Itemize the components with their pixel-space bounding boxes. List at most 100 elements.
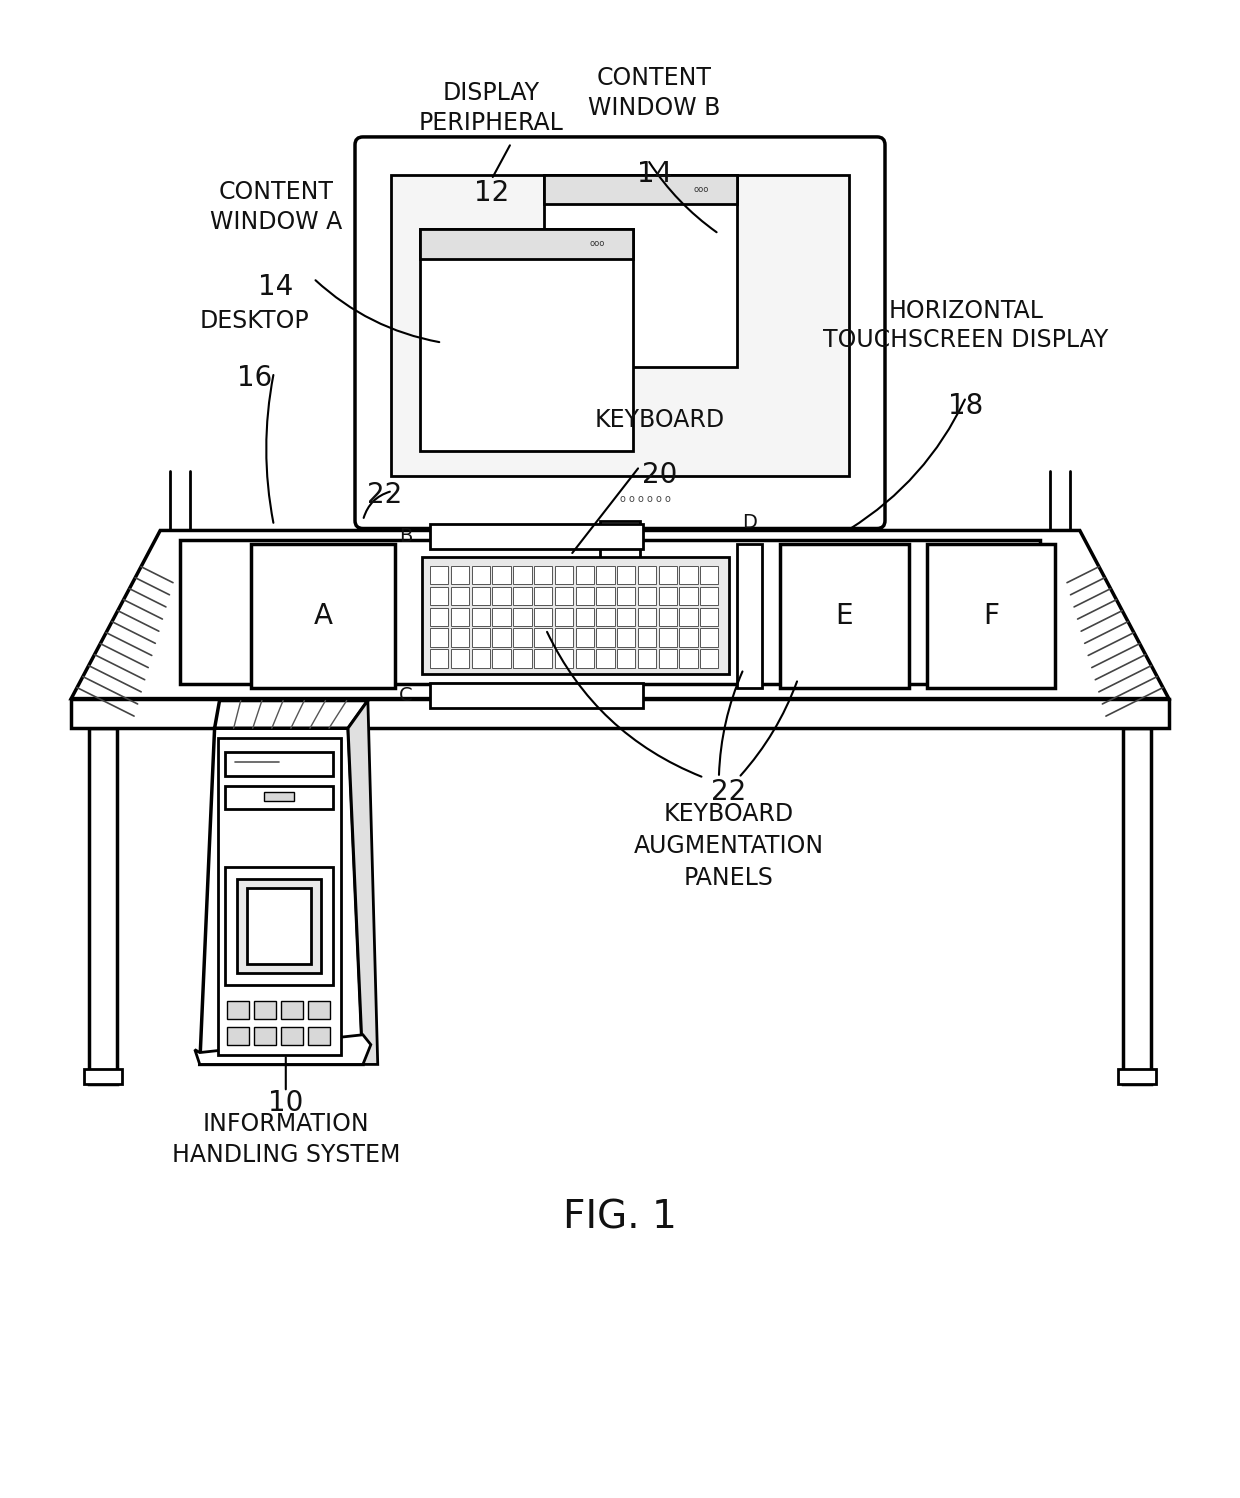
Text: KEYBOARD
AUGMENTATION
PANELS: KEYBOARD AUGMENTATION PANELS (634, 803, 823, 890)
Bar (554, 566, 573, 584)
Bar (430, 566, 449, 584)
Bar (281, 1001, 303, 1019)
Bar (600, 521, 640, 584)
Bar (554, 608, 573, 626)
Text: INFORMATION
HANDLING SYSTEM: INFORMATION HANDLING SYSTEM (171, 1112, 401, 1167)
Bar (701, 566, 718, 584)
Bar (701, 629, 718, 647)
Bar (309, 1026, 330, 1044)
Text: ooo: ooo (590, 240, 605, 249)
Polygon shape (195, 1035, 371, 1065)
Bar (170, 530, 190, 550)
Bar (596, 629, 615, 647)
Bar (780, 544, 909, 688)
Bar (430, 683, 642, 709)
Bar (596, 587, 615, 605)
Text: C: C (399, 686, 413, 706)
Bar (420, 229, 632, 259)
Bar (637, 650, 656, 668)
Bar (226, 867, 334, 986)
Bar (516, 625, 724, 638)
Bar (701, 608, 718, 626)
Text: 14: 14 (258, 274, 294, 301)
Bar (513, 608, 532, 626)
Bar (420, 229, 632, 451)
Bar (254, 1026, 277, 1044)
Text: 10: 10 (268, 1089, 304, 1118)
Bar (534, 608, 552, 626)
Bar (618, 650, 635, 668)
Bar (680, 566, 698, 584)
Bar (513, 650, 532, 668)
Bar (737, 544, 763, 688)
Bar (658, 608, 677, 626)
Polygon shape (84, 1070, 122, 1085)
Bar (658, 629, 677, 647)
Bar (451, 629, 469, 647)
Bar (89, 728, 117, 1085)
Bar (575, 587, 594, 605)
Bar (534, 650, 552, 668)
Bar (618, 608, 635, 626)
Bar (281, 1026, 303, 1044)
Bar (637, 629, 656, 647)
Text: B: B (399, 527, 413, 545)
Bar (575, 608, 594, 626)
Bar (451, 650, 469, 668)
Bar (575, 566, 594, 584)
Bar (596, 650, 615, 668)
Bar (534, 587, 552, 605)
Bar (217, 739, 341, 1055)
Polygon shape (1118, 1070, 1156, 1085)
Bar (658, 650, 677, 668)
FancyBboxPatch shape (355, 136, 885, 529)
Bar (531, 602, 709, 625)
Text: HORIZONTAL
TOUCHSCREEN DISPLAY: HORIZONTAL TOUCHSCREEN DISPLAY (823, 298, 1109, 352)
Bar (237, 878, 321, 974)
Text: F: F (983, 602, 998, 631)
Text: ooo: ooo (693, 184, 709, 193)
Bar (1123, 728, 1151, 1085)
Bar (554, 629, 573, 647)
Bar (598, 589, 642, 602)
Text: 12: 12 (474, 180, 510, 207)
Bar (658, 587, 677, 605)
Bar (590, 584, 650, 602)
Text: 22: 22 (367, 481, 402, 509)
Bar (701, 650, 718, 668)
Bar (658, 566, 677, 584)
Bar (618, 566, 635, 584)
Bar (637, 566, 656, 584)
Bar (513, 566, 532, 584)
Polygon shape (200, 728, 363, 1065)
Bar (492, 566, 511, 584)
Bar (451, 587, 469, 605)
Bar (492, 650, 511, 668)
Bar (554, 587, 573, 605)
Bar (254, 1001, 277, 1019)
Bar (430, 608, 449, 626)
Text: A: A (314, 602, 332, 631)
Bar (680, 650, 698, 668)
Bar (596, 608, 615, 626)
Bar (226, 785, 334, 809)
Text: 16: 16 (237, 364, 272, 392)
Polygon shape (71, 530, 1169, 698)
Bar (451, 566, 469, 584)
Text: CONTENT
WINDOW A: CONTENT WINDOW A (210, 180, 342, 234)
Bar (680, 608, 698, 626)
Bar (701, 587, 718, 605)
Bar (492, 629, 511, 647)
Bar (423, 557, 729, 674)
Bar (575, 629, 594, 647)
Bar (471, 650, 490, 668)
Bar (391, 174, 849, 476)
Bar (430, 629, 449, 647)
Bar (534, 566, 552, 584)
Bar (513, 587, 532, 605)
Bar (680, 587, 698, 605)
Bar (554, 650, 573, 668)
Text: E: E (836, 602, 853, 631)
Bar (575, 650, 594, 668)
Bar (471, 629, 490, 647)
